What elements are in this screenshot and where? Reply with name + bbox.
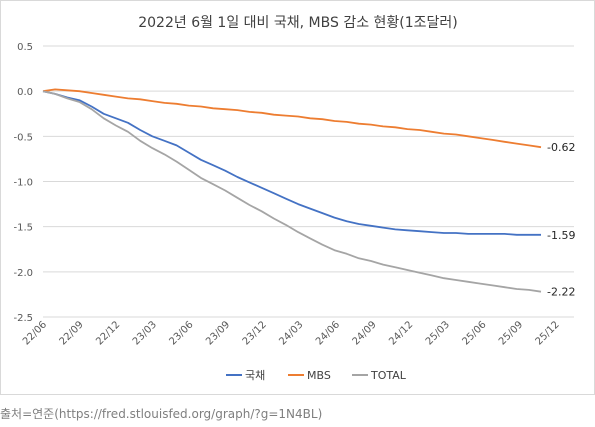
- series-line-mbs: [42, 88, 542, 149]
- x-tick-label: 22/09: [58, 319, 86, 347]
- y-tick-label: -2.0: [13, 268, 33, 279]
- legend-label: MBS: [307, 369, 331, 382]
- x-tick-label: 23/03: [131, 319, 159, 347]
- x-tick-label: 25/03: [424, 319, 452, 347]
- y-tick-label: -1.0: [13, 178, 33, 189]
- end-value-label: -1.59: [547, 229, 575, 242]
- x-tick-label: 22/12: [94, 319, 122, 347]
- series-line-total: [42, 90, 542, 293]
- series-line-treasury: [42, 90, 541, 236]
- x-tick-label: 24/12: [387, 319, 415, 347]
- x-tick-label: 23/09: [204, 319, 232, 347]
- y-tick-label: 0.5: [17, 42, 33, 53]
- x-tick-label: 25/09: [497, 319, 525, 347]
- x-tick-label: 24/09: [351, 319, 379, 347]
- x-tick-label: 23/06: [167, 319, 195, 347]
- chart-frame: 2022년 6월 1일 대비 국채, MBS 감소 현황(1조달러) 0.5 0.…: [0, 0, 595, 395]
- end-value-label: -0.62: [547, 141, 575, 154]
- source-caption: 출처=연준(https://fred.stlouisfed.org/graph/…: [0, 407, 323, 421]
- chart-title: 2022년 6월 1일 대비 국채, MBS 감소 현황(1조달러): [138, 15, 458, 31]
- y-tick-label: -1.5: [13, 223, 33, 234]
- x-tick-label: 25/12: [534, 319, 562, 347]
- legend-label: TOTAL: [370, 369, 407, 382]
- y-tick-label: -2.5: [13, 313, 33, 324]
- x-tick-label: 24/06: [314, 319, 342, 347]
- end-value-label: -2.22: [547, 286, 575, 299]
- x-tick-label: 24/03: [277, 319, 305, 347]
- y-tick-label: -0.5: [13, 132, 33, 143]
- y-tick-label: 0.0: [17, 87, 33, 98]
- x-tick-label: 25/06: [460, 319, 488, 347]
- chart: 2022년 6월 1일 대비 국채, MBS 감소 현황(1조달러) 0.5 0.…: [13, 15, 575, 382]
- x-tick-label: 23/12: [241, 319, 269, 347]
- legend-label: 국채: [245, 369, 265, 382]
